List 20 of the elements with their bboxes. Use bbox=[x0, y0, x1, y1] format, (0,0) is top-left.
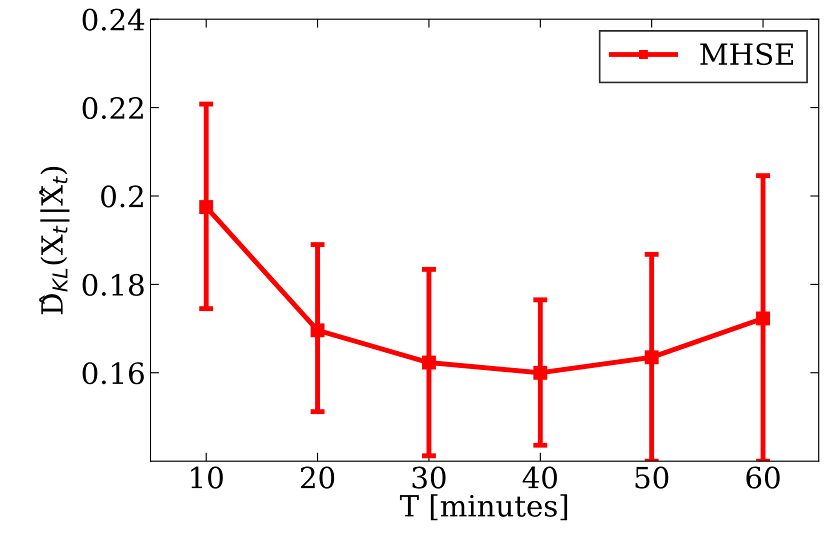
x-tick-label: 60 bbox=[746, 466, 780, 489]
x-tick-label: 30 bbox=[412, 466, 446, 489]
x-tick-label: 40 bbox=[522, 466, 557, 489]
point bbox=[533, 366, 548, 380]
y-tick-label: 0.24 bbox=[82, 8, 144, 31]
y-tick-label: 0.16 bbox=[82, 362, 144, 384]
x-tick-label: 50 bbox=[636, 466, 668, 489]
legend-label: MHSE bbox=[700, 43, 794, 66]
point bbox=[199, 200, 214, 214]
point bbox=[644, 350, 659, 364]
x-tick-label: 20 bbox=[300, 466, 334, 489]
point bbox=[422, 356, 436, 370]
x-tick-label: 10 bbox=[191, 466, 223, 489]
y-tick-label: 0.2 bbox=[101, 185, 143, 208]
point bbox=[756, 311, 770, 326]
y-tick-label: 0.22 bbox=[82, 97, 143, 120]
x-axis-title: T [minutes] bbox=[400, 494, 568, 520]
y-axis-title: D̂$_{KL}$(X$_{t}$||X̂$_{t}$) bbox=[39, 166, 70, 314]
point bbox=[310, 323, 325, 338]
y-tick-label: 0.18 bbox=[82, 274, 144, 296]
